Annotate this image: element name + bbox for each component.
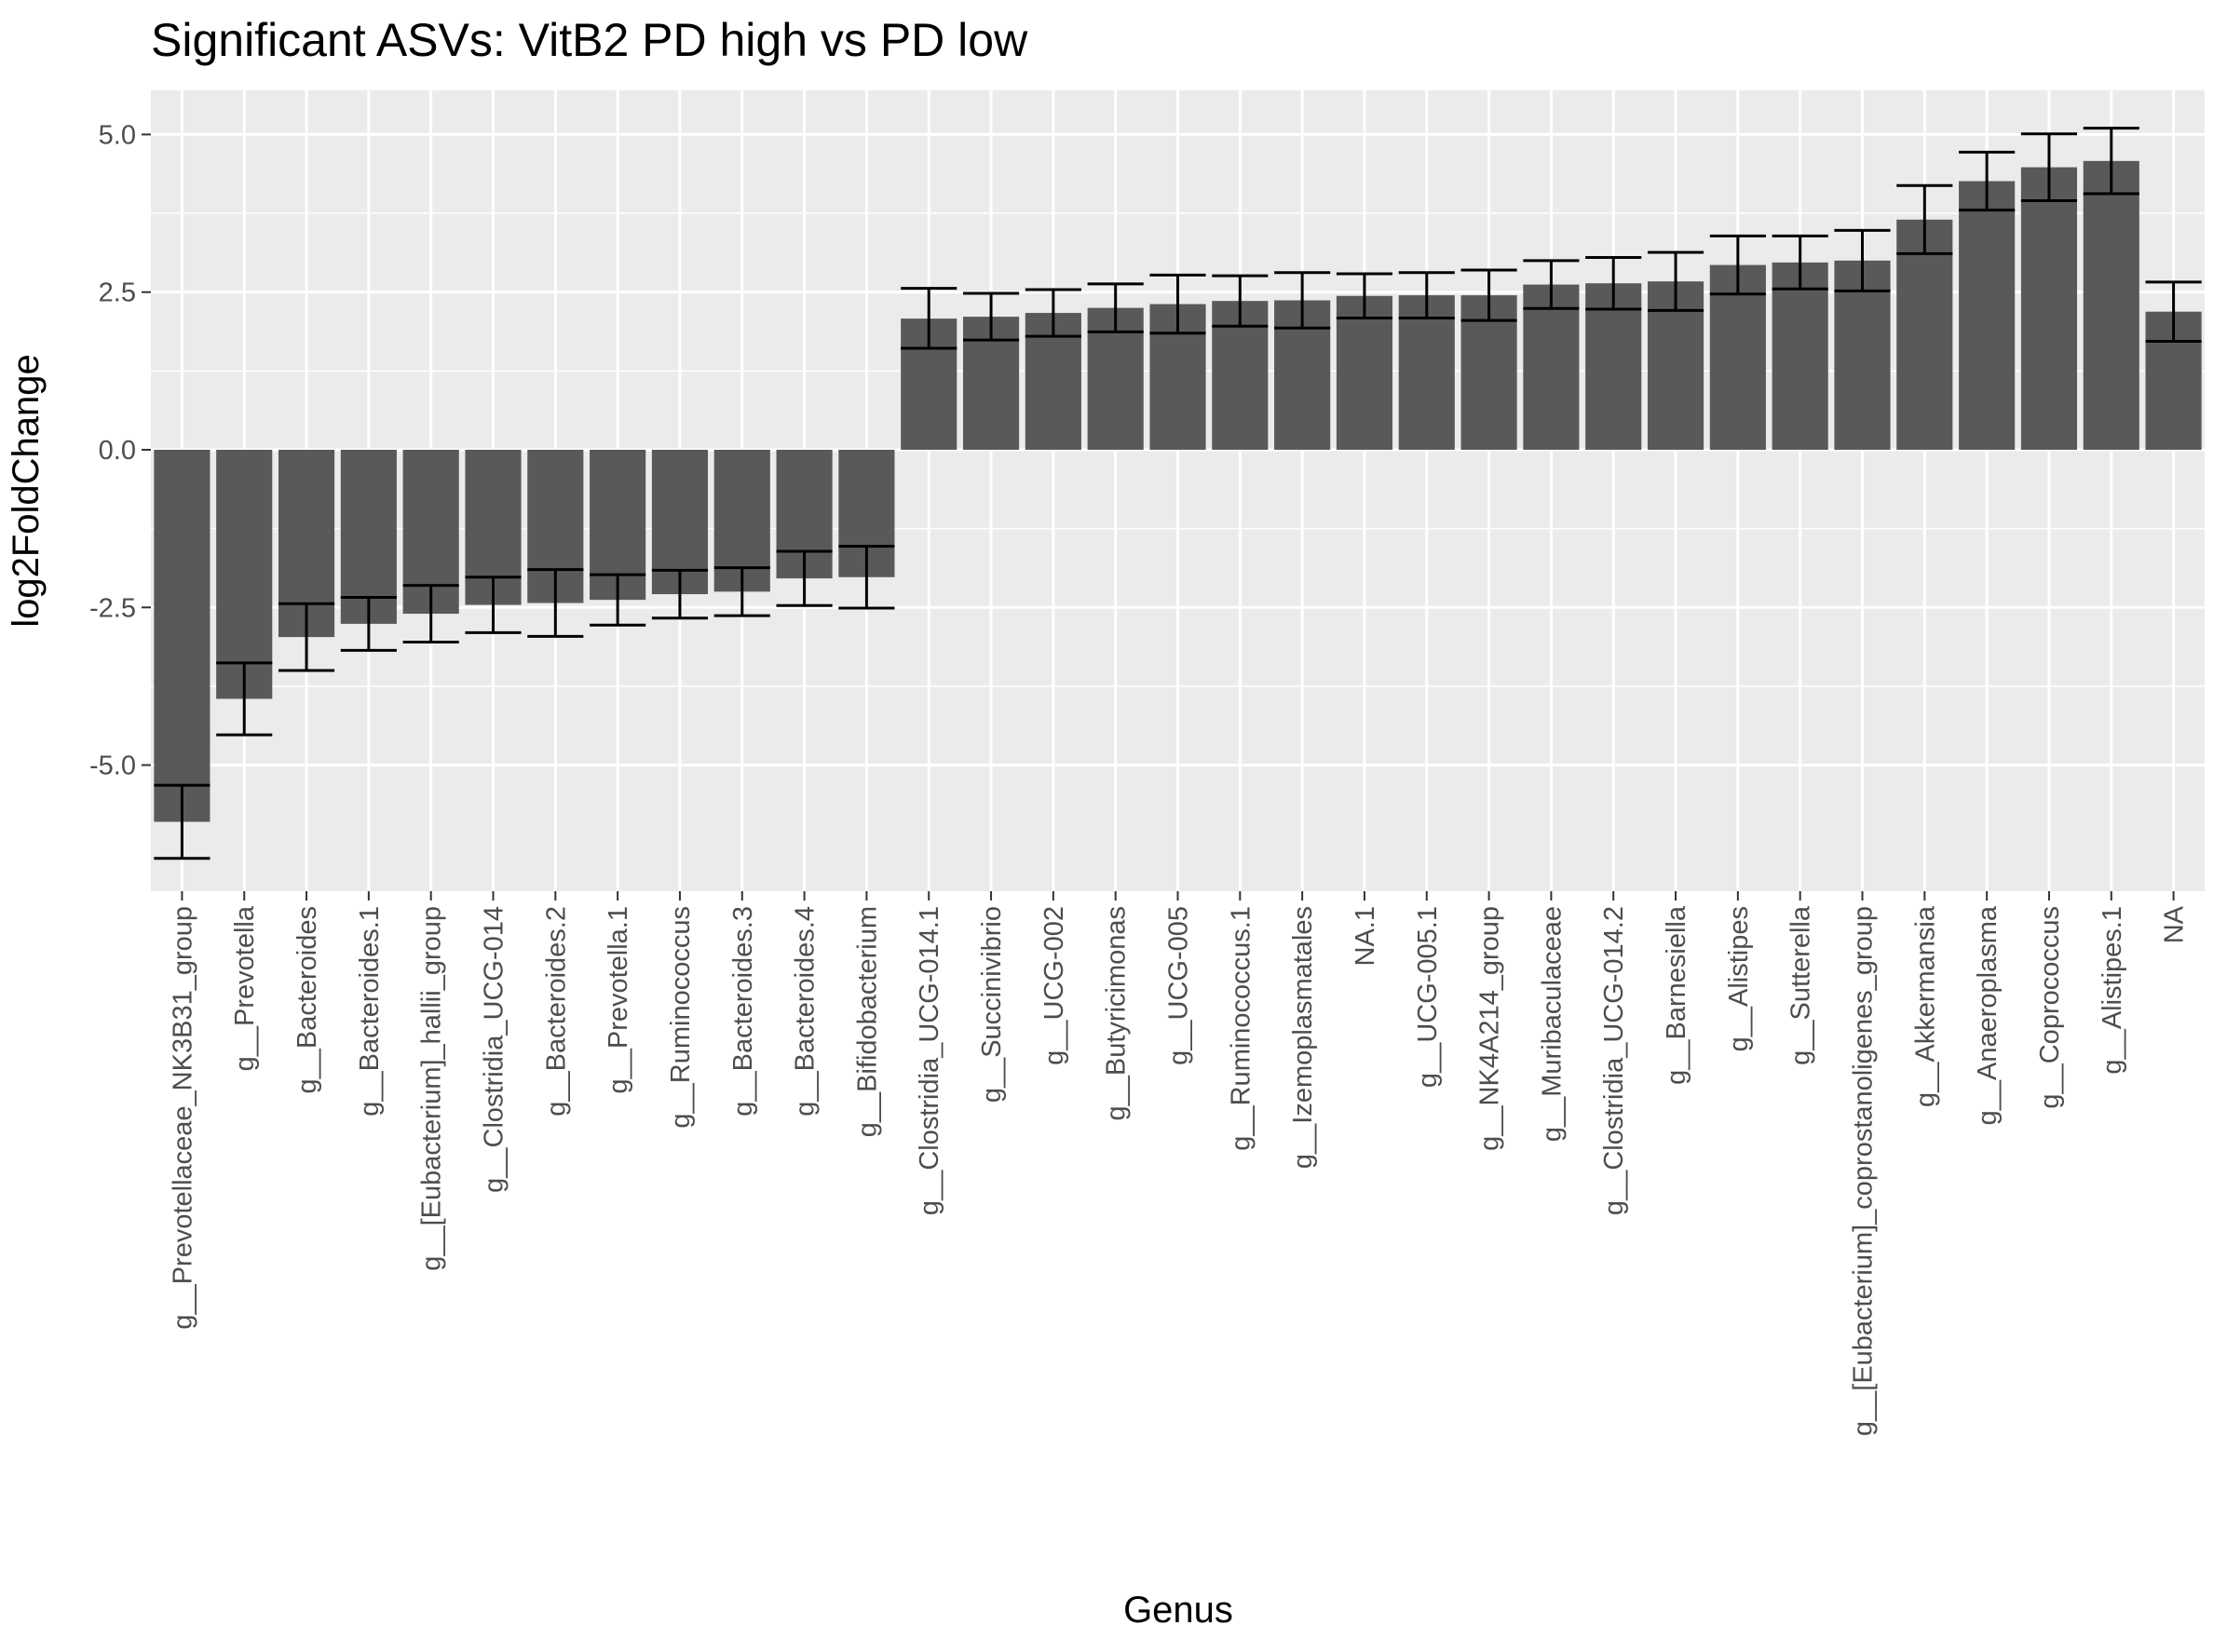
bar	[1709, 264, 1766, 450]
x-axis: g__Prevotellaceae_NK3B31_group g__Prevote…	[168, 891, 2190, 1436]
x-tick-label: g__Bacteroides.4	[791, 906, 821, 1117]
bar	[1896, 219, 1953, 450]
x-tick-label: g__Prevotella.1	[604, 906, 633, 1094]
x-tick-label: g__Clostridia_UCG-014.2	[1599, 906, 1629, 1215]
x-tick-label: g__Ruminococcus	[666, 906, 696, 1129]
bar	[216, 449, 273, 699]
x-tick-label: g__Prevotella	[230, 905, 260, 1071]
x-tick-label: g__Sutterella	[1786, 905, 1816, 1065]
x-tick-label: g__Bacteroides.3	[728, 906, 758, 1117]
bar	[2083, 160, 2139, 450]
x-tick-label: g__Bacteroides.2	[541, 906, 571, 1117]
x-tick-label: g__Akkermansia	[1910, 905, 1940, 1107]
x-tick-label: g__Anaeroplasma	[1973, 905, 2003, 1125]
x-tick-label: g__Bacteroides.1	[355, 906, 385, 1117]
bar	[1959, 181, 2016, 450]
y-tick-label: 2.5	[99, 278, 136, 308]
y-tick-label: -2.5	[89, 593, 136, 623]
x-tick-label: g__UCG-005	[1164, 906, 1194, 1065]
bar	[1398, 295, 1455, 450]
x-tick-label: g__[Eubacterium]_hallii_group	[417, 906, 447, 1271]
y-tick-label: 5.0	[99, 120, 136, 150]
bar	[1336, 295, 1393, 450]
bar	[1772, 262, 1828, 450]
x-tick-label: g__Muribaculaceae	[1537, 906, 1567, 1142]
x-tick-label: g__Alistipes	[1724, 906, 1754, 1051]
y-tick-label: -5.0	[89, 752, 136, 781]
bar	[1585, 283, 1642, 450]
x-tick-label: g__[Eubacterium]_coprostanoligenes_group	[1849, 906, 1879, 1436]
x-tick-label: g__Clostridia_UCG-014	[480, 906, 509, 1193]
x-tick-label: g__Coprococcus	[2035, 906, 2065, 1109]
x-tick-label: g__Prevotellaceae_NK3B31_group	[168, 906, 197, 1330]
x-tick-label: g__UCG-002	[1039, 906, 1069, 1065]
x-axis-title: Genus	[1123, 1590, 1233, 1631]
x-tick-label: g__Alistipes.1	[2098, 906, 2127, 1075]
bar	[340, 449, 397, 624]
x-tick-label: g__Izemoplasmatales	[1288, 906, 1318, 1169]
x-tick-label: g__Butyricimonas	[1102, 906, 1132, 1121]
x-tick-label: NA.1	[1351, 906, 1380, 966]
error-bars	[154, 127, 2202, 860]
x-tick-label: g__NK4A214_group	[1475, 906, 1505, 1151]
y-axis-title: log2FoldChange	[6, 354, 47, 628]
x-tick-label: NA	[2160, 905, 2190, 943]
x-tick-label: g__Succinivibrio	[977, 906, 1007, 1103]
x-tick-label: g__Barnesiella	[1662, 905, 1691, 1085]
x-tick-label: g__Bacteroides	[292, 906, 322, 1094]
bar	[1523, 284, 1580, 450]
y-tick-label: 0.0	[99, 436, 136, 466]
bar	[2020, 167, 2078, 450]
chart-title: Significant ASVs: VitB2 PD high vs PD lo…	[151, 14, 1028, 66]
x-tick-label: g__Clostridia_UCG-014.1	[915, 906, 944, 1215]
bar	[154, 449, 210, 822]
x-tick-label: g__Bifidobacterium	[852, 906, 882, 1137]
x-tick-label: g__UCG-005.1	[1413, 906, 1443, 1088]
y-axis: -5.0 -2.5 0.0 2.5 5.0	[89, 120, 151, 781]
x-tick-label: g__Ruminococcus.1	[1226, 906, 1256, 1151]
